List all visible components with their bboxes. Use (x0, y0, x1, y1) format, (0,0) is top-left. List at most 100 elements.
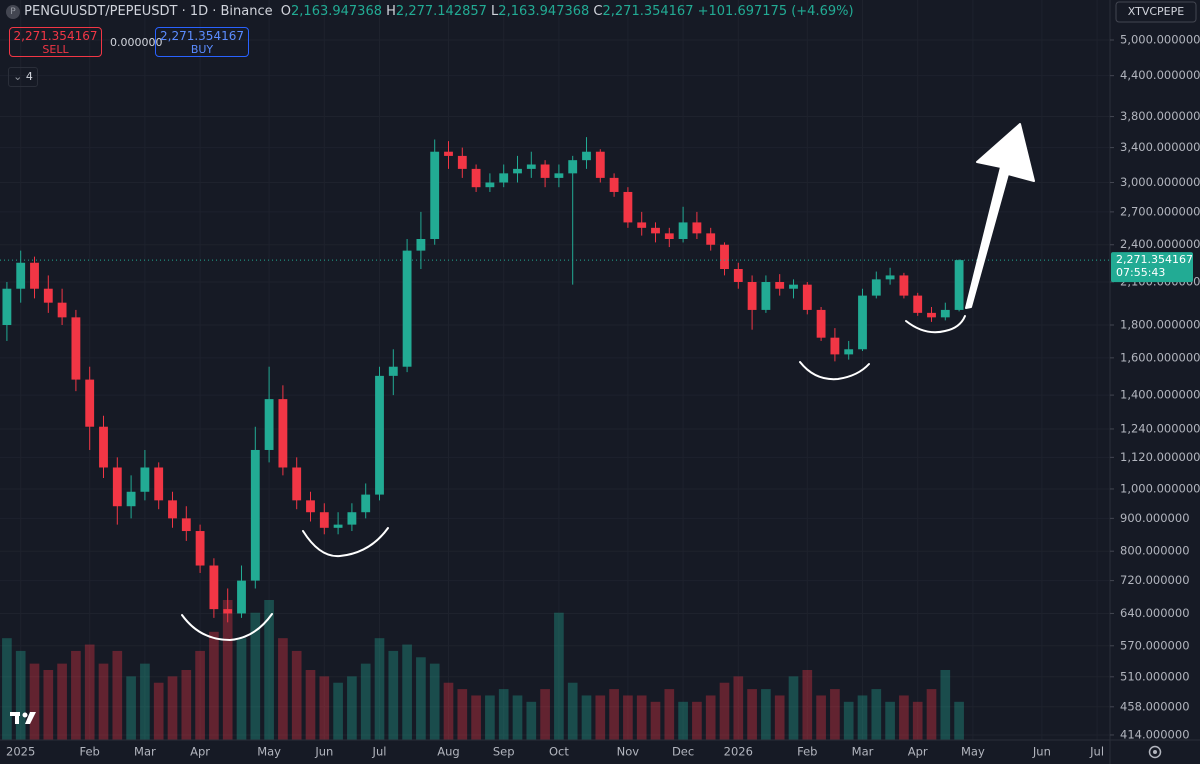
y-tick-label: 3,400.000000 (1120, 140, 1200, 154)
candle-body (2, 288, 12, 325)
symbol-icon: P (6, 5, 20, 19)
candle-body (609, 177, 619, 192)
y-tick-label: 800.000000 (1120, 544, 1190, 558)
candle-body (623, 191, 633, 223)
candle-body (720, 244, 729, 270)
candle-body (678, 222, 688, 239)
y-tick-label: 3,800.000000 (1120, 109, 1200, 123)
candle-body (126, 491, 136, 507)
settings-icon-dot[interactable] (1153, 750, 1157, 754)
x-tick-label: Dec (672, 745, 694, 759)
volume-bar (664, 689, 675, 740)
settings-icon[interactable] (1148, 745, 1162, 759)
candle-body (761, 281, 771, 310)
last-price-box (1111, 252, 1193, 283)
volume-bar (678, 701, 688, 740)
candle-body (747, 281, 757, 310)
x-tick-label: Apr (190, 745, 210, 759)
candle-body (471, 168, 481, 188)
indicators-toggle[interactable]: ⌄ 4 (8, 67, 38, 87)
candle-body (319, 512, 329, 528)
y-tick-label: 3,000.000000 (1120, 175, 1200, 189)
drawn-curve (905, 315, 966, 334)
candle-body (816, 309, 826, 338)
candle-body (209, 565, 219, 610)
y-tick-label: 414.000000 (1120, 727, 1190, 741)
candle-body (927, 312, 936, 318)
candle-body (85, 379, 95, 427)
x-tick-label: Mar (852, 745, 874, 759)
ohlc-key: L (491, 4, 499, 19)
candle-body (582, 151, 591, 161)
volume-bar (899, 695, 909, 740)
x-tick-label: 2026 (724, 745, 753, 759)
candle-body (43, 288, 53, 303)
x-tick-label: Jun (314, 745, 333, 759)
y-tick-label: 510.000000 (1120, 669, 1190, 683)
volume-bar (567, 682, 578, 740)
x-tick-label: Jul (372, 745, 387, 759)
volume-bar (278, 638, 288, 740)
last-price-label: 2,271.354167 (1116, 253, 1193, 266)
volume-bar (84, 644, 95, 740)
candle-body (844, 349, 854, 355)
volume-bar (57, 663, 67, 740)
y-axis: 414.000000 458.000000 510.000000 570.000000… (1110, 33, 1200, 741)
volume-bar (140, 663, 150, 740)
candle-body (637, 222, 647, 228)
candle-body (430, 151, 440, 239)
candle-body (664, 233, 674, 239)
ohlc-key: H (386, 4, 396, 19)
volume-bar (126, 676, 136, 740)
y-tick-label: 640.000000 (1120, 606, 1190, 620)
symbol-badge-text: XTVCPEPE (1128, 5, 1184, 18)
x-tick-label: Feb (797, 745, 817, 759)
drawn-curve (302, 527, 389, 558)
volume-bar (222, 600, 233, 740)
y-tick-label: 5,000.000000 (1120, 33, 1200, 47)
candle-body (789, 284, 798, 289)
volume-bar (498, 689, 509, 740)
volume-bar (181, 670, 192, 740)
volume-bar (15, 650, 26, 740)
volume-bar (264, 600, 274, 740)
volume-bar (167, 676, 178, 740)
volume-bar (457, 689, 468, 740)
candle-body (830, 337, 840, 355)
candle-body (112, 467, 122, 507)
volume-bar (526, 701, 537, 740)
x-tick-label: Apr (908, 745, 928, 759)
volume-bar (857, 695, 868, 740)
candles (2, 137, 964, 623)
volume-bar (595, 695, 606, 740)
candle-body (361, 494, 371, 513)
volume-bar (43, 670, 54, 740)
candle-body (513, 168, 522, 174)
chevron: ⌄ (13, 70, 23, 83)
y-tick-label: 2,700.000000 (1120, 204, 1200, 218)
volume-bar (554, 612, 564, 740)
logo-part (22, 712, 28, 718)
candle-body (568, 160, 578, 174)
ohlc-value: 2,163.947368 (498, 4, 590, 19)
candle-body (237, 580, 246, 614)
candle-body (706, 233, 716, 245)
sell-button[interactable]: 2,271.354167 SELL (9, 27, 102, 57)
volume-bar (719, 682, 730, 740)
spread: 0.000000 (110, 36, 163, 49)
volume-bar (954, 701, 964, 740)
x-tick-label: Aug (437, 745, 459, 759)
x-tick-label: 2025 (6, 745, 35, 759)
volume-bar (98, 663, 109, 740)
candle-body (333, 524, 343, 528)
x-tick-label: Feb (80, 745, 100, 759)
grid (0, 0, 1110, 740)
buy-button[interactable]: 2,271.354167 BUY (155, 27, 249, 57)
indicator-count: 4 (25, 70, 33, 83)
symbol-badge (1115, 1, 1197, 23)
change: +101.697175 (+4.69%) (697, 4, 854, 19)
volume-bar (347, 676, 357, 740)
ohlc-value: 2,271.354167 (602, 4, 694, 19)
candle-body (195, 531, 205, 566)
